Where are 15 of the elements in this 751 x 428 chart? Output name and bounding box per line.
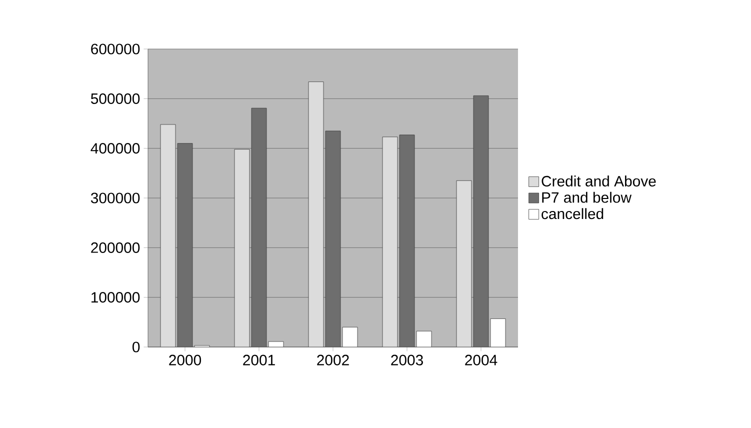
legend-label: cancelled (542, 208, 604, 220)
y-tick-label: 600000 (91, 44, 140, 54)
legend-label: P7 and below (542, 192, 632, 203)
y-tick-label: 100000 (92, 292, 140, 303)
x-tick-label: 2002 (317, 354, 349, 366)
x-tick-label: 2000 (169, 354, 202, 366)
y-tick-label: 300000 (90, 192, 140, 204)
x-tick-label: 2004 (465, 354, 498, 366)
y-tick-label: 400000 (90, 143, 140, 154)
legend-label: Credit and Above (542, 176, 656, 186)
x-tick-label: 2001 (243, 354, 275, 366)
x-tick-label: 2003 (391, 354, 423, 366)
y-tick-label: 500000 (90, 93, 140, 104)
y-tick-label: 0 (132, 342, 140, 352)
y-tick-label: 200000 (91, 242, 140, 253)
